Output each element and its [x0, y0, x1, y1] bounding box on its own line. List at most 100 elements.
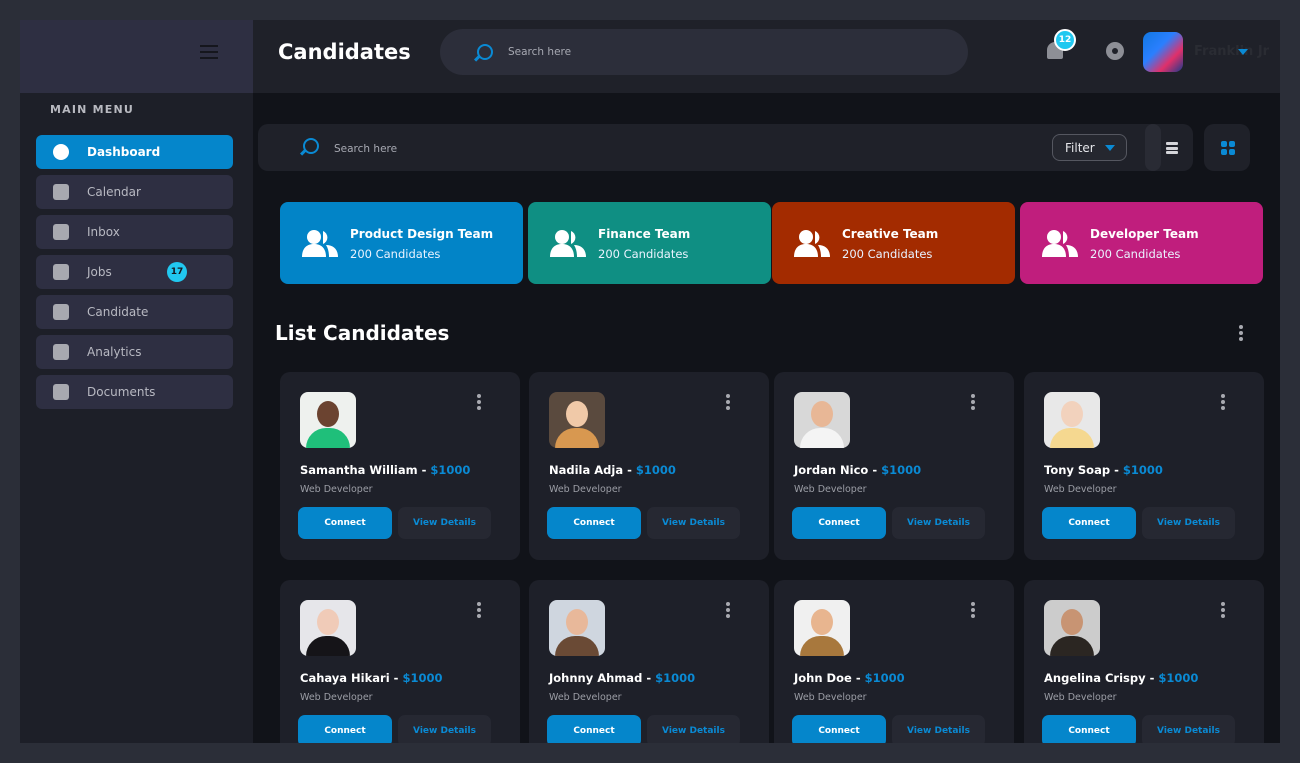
- notification-badge: 12: [1054, 29, 1076, 51]
- team-count: 200 Candidates: [842, 247, 933, 261]
- team-card[interactable]: Creative Team 200 Candidates: [772, 202, 1015, 284]
- view-details-button[interactable]: View Details: [647, 507, 740, 539]
- avatar[interactable]: [1143, 32, 1183, 72]
- list-view-icon[interactable]: [1166, 142, 1178, 154]
- candidate-price: $1000: [1122, 463, 1163, 477]
- team-card[interactable]: Finance Team 200 Candidates: [528, 202, 771, 284]
- grid-view-button[interactable]: [1204, 124, 1250, 171]
- jobs-badge: 17: [167, 262, 187, 282]
- sidebar-item-label: Analytics: [87, 345, 142, 359]
- more-options-icon[interactable]: [1239, 325, 1243, 341]
- connect-button[interactable]: Connect: [547, 715, 641, 743]
- candidate-card: Jordan Nico - $1000 Web Developer Connect V…: [774, 372, 1014, 560]
- team-card[interactable]: Product Design Team 200 Candidates: [280, 202, 523, 284]
- document-icon: [53, 384, 69, 400]
- search-input[interactable]: Search here: [440, 29, 968, 75]
- candidate-name: Nadila Adja - $1000: [549, 463, 676, 477]
- toolbar: Search here Filter: [258, 124, 1193, 171]
- sidebar-item-inbox[interactable]: Inbox: [36, 215, 233, 249]
- hamburger-menu-icon[interactable]: [200, 45, 218, 59]
- candidate-name: Angelina Crispy - $1000: [1044, 671, 1199, 685]
- view-details-button[interactable]: View Details: [398, 507, 491, 539]
- avatar: [549, 392, 605, 448]
- sidebar-item-analytics[interactable]: Analytics: [36, 335, 233, 369]
- avatar: [794, 392, 850, 448]
- candidate-name: John Doe - $1000: [794, 671, 905, 685]
- view-details-button[interactable]: View Details: [1142, 507, 1235, 539]
- search-icon: [303, 138, 319, 154]
- connect-button[interactable]: Connect: [547, 507, 641, 539]
- candidate-price: $1000: [430, 463, 471, 477]
- candidate-role: Web Developer: [1044, 692, 1117, 703]
- avatar: [300, 392, 356, 448]
- more-options-icon[interactable]: [477, 394, 481, 410]
- more-options-icon[interactable]: [1221, 602, 1225, 618]
- sidebar-item-calendar[interactable]: Calendar: [36, 175, 233, 209]
- team-name: Creative Team: [842, 227, 939, 241]
- candidate-card: Johnny Ahmad - $1000 Web Developer Connect…: [529, 580, 769, 743]
- avatar: [549, 600, 605, 656]
- sidebar-item-label: Calendar: [87, 185, 141, 199]
- sidebar-item-candidate[interactable]: Candidate: [36, 295, 233, 329]
- sidebar-item-documents[interactable]: Documents: [36, 375, 233, 409]
- gear-icon[interactable]: [1106, 42, 1124, 60]
- candidate-name: Samantha William - $1000: [300, 463, 471, 477]
- mail-icon: [53, 224, 69, 240]
- header: Candidates Search here 12 Franklin Jr: [253, 20, 1280, 93]
- connect-button[interactable]: Connect: [298, 715, 392, 743]
- connect-button[interactable]: Connect: [792, 715, 886, 743]
- candidate-role: Web Developer: [300, 692, 373, 703]
- more-options-icon[interactable]: [726, 602, 730, 618]
- team-name: Developer Team: [1090, 227, 1199, 241]
- more-options-icon[interactable]: [726, 394, 730, 410]
- page-title: Candidates: [278, 40, 411, 64]
- sidebar-item-label: Jobs: [87, 265, 112, 279]
- sidebar-item-dashboard[interactable]: Dashboard: [36, 135, 233, 169]
- section-title: List Candidates: [275, 321, 450, 345]
- more-options-icon[interactable]: [971, 394, 975, 410]
- grid-icon: [1221, 141, 1235, 155]
- view-details-button[interactable]: View Details: [1142, 715, 1235, 743]
- connect-button[interactable]: Connect: [792, 507, 886, 539]
- search-icon: [477, 44, 493, 60]
- candidate-name: Johnny Ahmad - $1000: [549, 671, 696, 685]
- users-icon: [550, 230, 586, 257]
- more-options-icon[interactable]: [971, 602, 975, 618]
- candidate-role: Web Developer: [794, 692, 867, 703]
- search-input[interactable]: Search here: [334, 143, 398, 155]
- candidate-card: Cahaya Hikari - $1000 Web Developer Connec…: [280, 580, 520, 743]
- sidebar-item-label: Documents: [87, 385, 156, 399]
- filter-label: Filter: [1065, 140, 1095, 155]
- team-count: 200 Candidates: [598, 247, 689, 261]
- view-details-button[interactable]: View Details: [398, 715, 491, 743]
- view-details-button[interactable]: View Details: [892, 507, 985, 539]
- sidebar-item-jobs[interactable]: Jobs 17: [36, 255, 233, 289]
- chevron-down-icon[interactable]: [1238, 49, 1248, 55]
- avatar: [1044, 600, 1100, 656]
- avatar: [300, 600, 356, 656]
- scrollbar[interactable]: [1145, 124, 1161, 171]
- candidate-role: Web Developer: [1044, 484, 1117, 495]
- user-name[interactable]: Franklin Jr: [1194, 44, 1270, 59]
- view-details-button[interactable]: View Details: [647, 715, 740, 743]
- team-card[interactable]: Developer Team 200 Candidates: [1020, 202, 1263, 284]
- team-count: 200 Candidates: [1090, 247, 1181, 261]
- candidate-role: Web Developer: [794, 484, 867, 495]
- users-icon: [1042, 230, 1078, 257]
- more-options-icon[interactable]: [477, 602, 481, 618]
- candidate-price: $1000: [1158, 671, 1199, 685]
- connect-button[interactable]: Connect: [1042, 507, 1136, 539]
- team-name: Product Design Team: [350, 227, 494, 241]
- candidate-role: Web Developer: [300, 484, 373, 495]
- avatar: [1044, 392, 1100, 448]
- candidate-price: $1000: [881, 463, 922, 477]
- app: MAIN MENU Dashboard Calendar Inbox Jobs 17 Ca…: [20, 20, 1280, 743]
- more-options-icon[interactable]: [1221, 394, 1225, 410]
- view-details-button[interactable]: View Details: [892, 715, 985, 743]
- briefcase-icon: [53, 264, 69, 280]
- connect-button[interactable]: Connect: [298, 507, 392, 539]
- candidate-role: Web Developer: [549, 692, 622, 703]
- candidate-price: $1000: [655, 671, 696, 685]
- connect-button[interactable]: Connect: [1042, 715, 1136, 743]
- filter-dropdown[interactable]: Filter: [1052, 134, 1127, 161]
